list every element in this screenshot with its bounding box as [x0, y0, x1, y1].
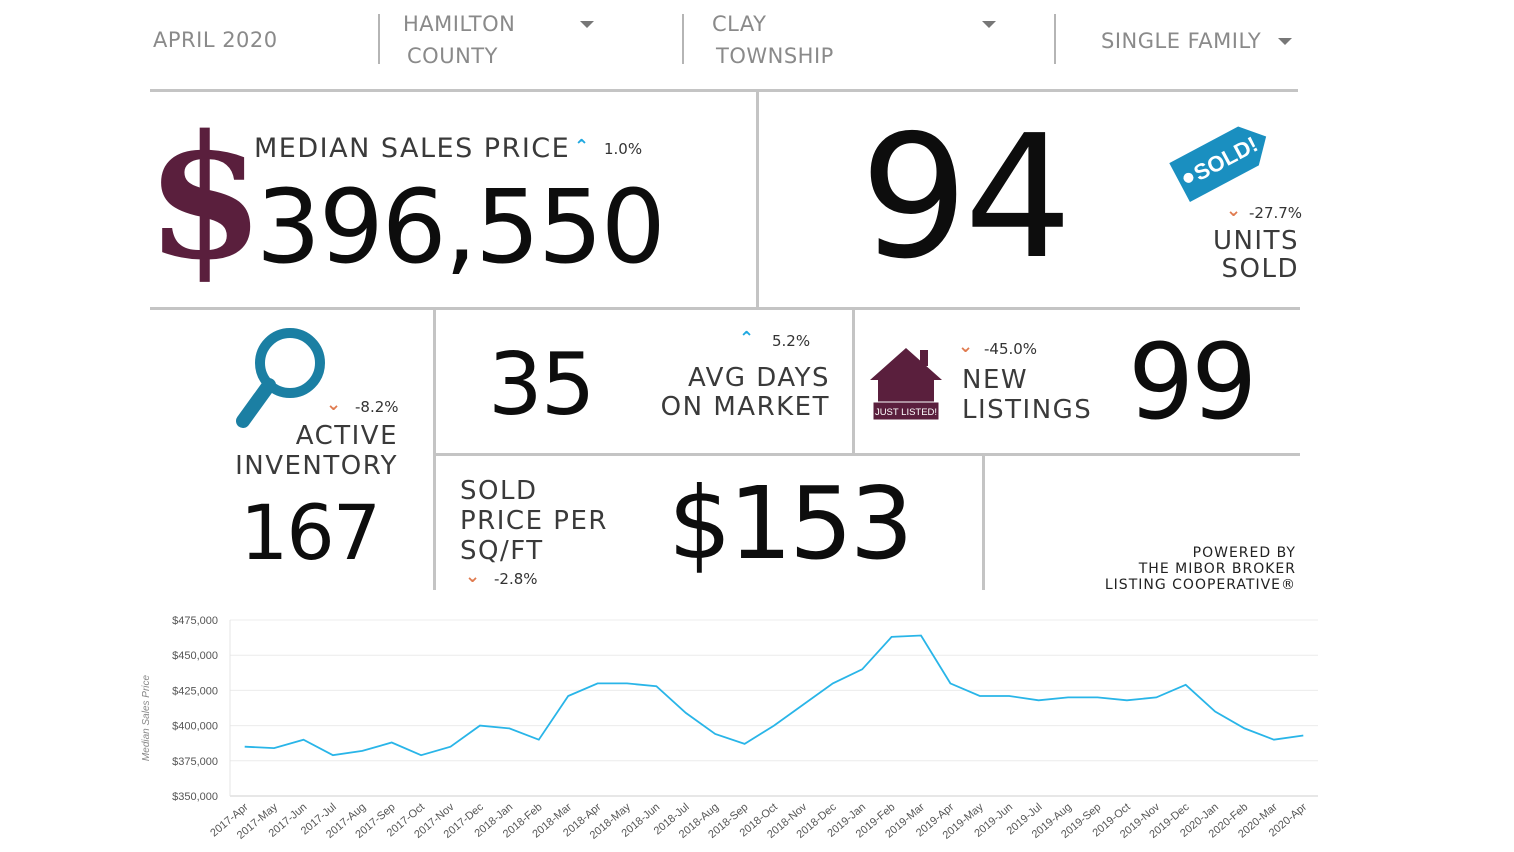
y-tick-label: $475,000 [172, 615, 218, 627]
median-price-value: 396,550 [256, 168, 666, 287]
price-per-sqft-change: -2.8% [494, 570, 538, 588]
township-dropdown-line1: CLAY [712, 12, 767, 36]
header-divider [150, 89, 1298, 92]
avg-days-label-line2: ON MARKET [660, 392, 830, 422]
powered-by-line2: THE MIBOR BROKER [1138, 561, 1296, 577]
up-arrow-icon: ⌃ [574, 136, 590, 157]
y-tick-label: $375,000 [172, 756, 218, 768]
county-dropdown-line2: COUNTY [407, 44, 498, 68]
sold-tag-icon: SOLD! [1169, 126, 1267, 202]
avg-days-label-line1: AVG DAYS [687, 363, 830, 393]
price-per-sqft-label-line1: SOLD [460, 476, 538, 506]
house-icon: JUST LISTED! [870, 348, 942, 421]
just-listed-badge: JUST LISTED! [875, 407, 937, 418]
new-listings-value: 99 [1128, 321, 1257, 443]
powered-by: POWERED BY THE MIBOR BROKER LISTING COOP… [1040, 545, 1296, 593]
chevron-down-icon[interactable] [580, 21, 594, 28]
new-listings-label-line1: NEW [962, 365, 1029, 395]
active-inventory-label-line1: ACTIVE [295, 421, 398, 451]
series-line [244, 634, 1304, 757]
chart-x-ticks: 2017-Apr2017-May2017-Jun2017-Jul2017-Aug… [208, 801, 1309, 842]
median-price-chart: $350,000 $375,000 $400,000 $425,000 $450,000… [141, 615, 1318, 842]
chart-y-ticks: $350,000 $375,000 $400,000 $425,000 $450,000… [172, 615, 218, 803]
price-per-sqft-label: SOLD PRICE PER SQ/FT [460, 476, 608, 566]
county-dropdown-line1: HAMILTON [403, 12, 516, 36]
township-dropdown[interactable]: CLAY TOWNSHIP [712, 8, 834, 72]
units-sold-label-line2: SOLD [1221, 254, 1299, 284]
property-type-dropdown[interactable]: SINGLE FAMILY [1101, 29, 1262, 53]
panel-divider [433, 310, 436, 590]
new-listings-label-line2: LISTINGS [962, 395, 1093, 425]
down-arrow-icon: ⌄ [958, 336, 974, 357]
avg-days-value: 35 [488, 335, 595, 435]
panel-divider [982, 456, 985, 590]
new-listings-change: -45.0% [984, 340, 1038, 358]
active-inventory-change: -8.2% [355, 398, 399, 416]
median-price-label: MEDIAN SALES PRICE [254, 133, 571, 164]
period-filter[interactable]: APRIL 2020 [153, 28, 278, 52]
down-arrow-icon: ⌄ [326, 394, 342, 415]
down-arrow-icon: ⌄ [465, 566, 481, 587]
panel-divider [756, 92, 759, 308]
chevron-down-icon[interactable] [982, 21, 996, 28]
dollar-sign-icon: $ [146, 98, 265, 298]
y-tick-label: $450,000 [172, 650, 218, 662]
magnifier-icon [236, 328, 325, 428]
active-inventory-value: 167 [240, 488, 381, 577]
county-dropdown[interactable]: HAMILTON COUNTY [403, 8, 515, 72]
panel-divider [150, 307, 1300, 310]
filter-divider [378, 14, 380, 64]
price-per-sqft-value: $153 [668, 465, 913, 582]
y-tick-label: $400,000 [172, 721, 218, 733]
filter-divider [1054, 14, 1056, 64]
units-sold-label: UNITS SOLD [1195, 227, 1299, 283]
filter-divider [682, 14, 684, 64]
y-tick-label: $350,000 [172, 791, 218, 803]
y-axis-title: Median Sales Price [141, 674, 152, 761]
active-inventory-label: ACTIVE INVENTORY [200, 421, 398, 481]
y-tick-label: $425,000 [172, 685, 218, 697]
price-per-sqft-label-line3: SQ/FT [460, 536, 544, 566]
units-sold-change: -27.7% [1249, 204, 1303, 222]
avg-days-label: AVG DAYS ON MARKET [630, 364, 830, 422]
price-per-sqft-label-line2: PRICE PER [460, 506, 608, 536]
panel-divider [852, 310, 855, 454]
median-price-change: 1.0% [604, 140, 643, 158]
new-listings-label: NEW LISTINGS [962, 365, 1092, 425]
chart-gridlines [229, 619, 1318, 797]
powered-by-line1: POWERED BY [1192, 545, 1296, 561]
active-inventory-label-line2: INVENTORY [235, 451, 398, 481]
units-sold-label-line1: UNITS [1212, 226, 1299, 256]
down-arrow-icon: ⌄ [1226, 200, 1242, 221]
panel-divider [436, 453, 1300, 456]
up-arrow-icon: ⌃ [739, 328, 755, 349]
chevron-down-icon[interactable] [1278, 38, 1292, 45]
avg-days-change: 5.2% [772, 332, 811, 350]
township-dropdown-line2: TOWNSHIP [716, 44, 834, 68]
powered-by-line3: LISTING COOPERATIVE® [1104, 577, 1296, 593]
units-sold-value: 94 [860, 99, 1072, 297]
